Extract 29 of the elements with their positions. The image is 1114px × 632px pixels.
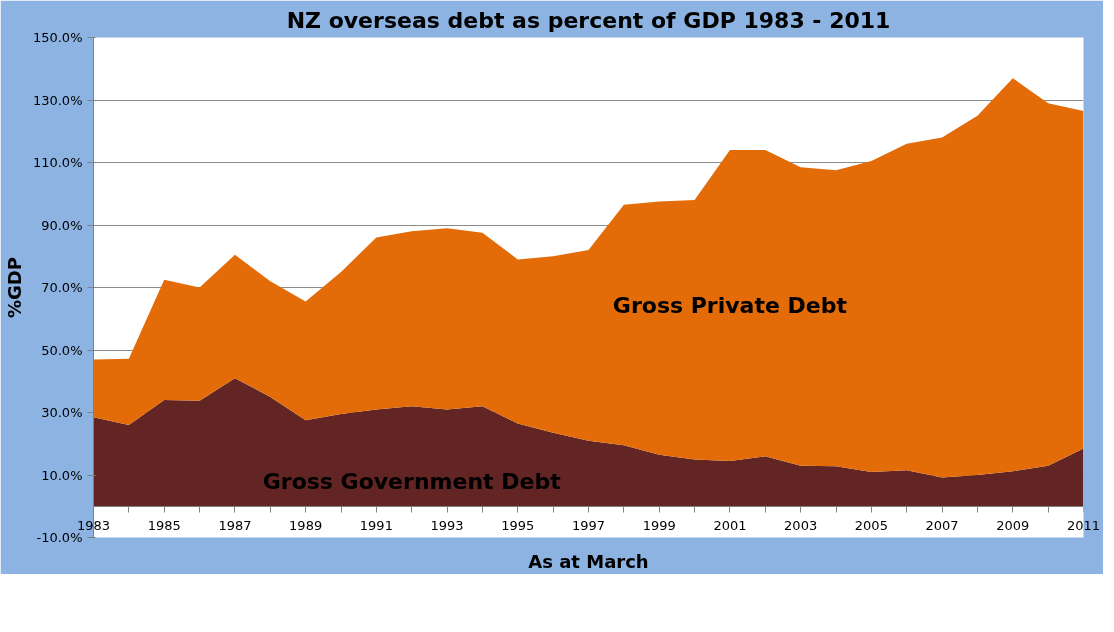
x-tick-label: 2003 [784,517,818,533]
x-tick-label: 1991 [359,517,393,533]
x-tick-label: 2007 [925,517,959,533]
series-label: Gross Private Debt [612,292,848,318]
x-tick-label: 1985 [147,517,181,533]
x-tick-label: 1987 [218,517,252,533]
chart-title: NZ overseas debt as percent of GDP 1983 - 2011 [286,7,891,33]
y-axis-title: %GDP [3,257,25,318]
y-tick-label: 30.0% [41,405,83,420]
y-tick-label: 50.0% [41,342,83,358]
x-tick-label: 1983 [76,517,111,533]
x-tick-label: 2001 [713,517,747,533]
y-tick-label: 10.0% [41,467,83,483]
series-label: Gross Government Debt [262,468,562,494]
y-tick-label: 150.0% [32,30,83,45]
y-tick-label: 130.0% [32,92,83,108]
y-tick-label: 70.0% [41,280,83,295]
y-tick-label: 90.0% [41,217,83,233]
x-tick-label: 1999 [642,517,676,533]
x-tick-label: 1989 [289,517,323,533]
x-tick-label: 1995 [501,517,535,533]
y-tick-label: -10.0% [36,530,83,545]
x-tick-label: 1997 [571,517,606,533]
x-tick-label: 2009 [996,517,1030,533]
y-tick-label: 110.0% [32,155,83,170]
x-axis-title: As at March [528,550,649,572]
x-tick-label: 2011 [1066,517,1101,533]
x-tick-label: 2005 [854,517,888,533]
x-tick-label: 1993 [430,517,464,533]
